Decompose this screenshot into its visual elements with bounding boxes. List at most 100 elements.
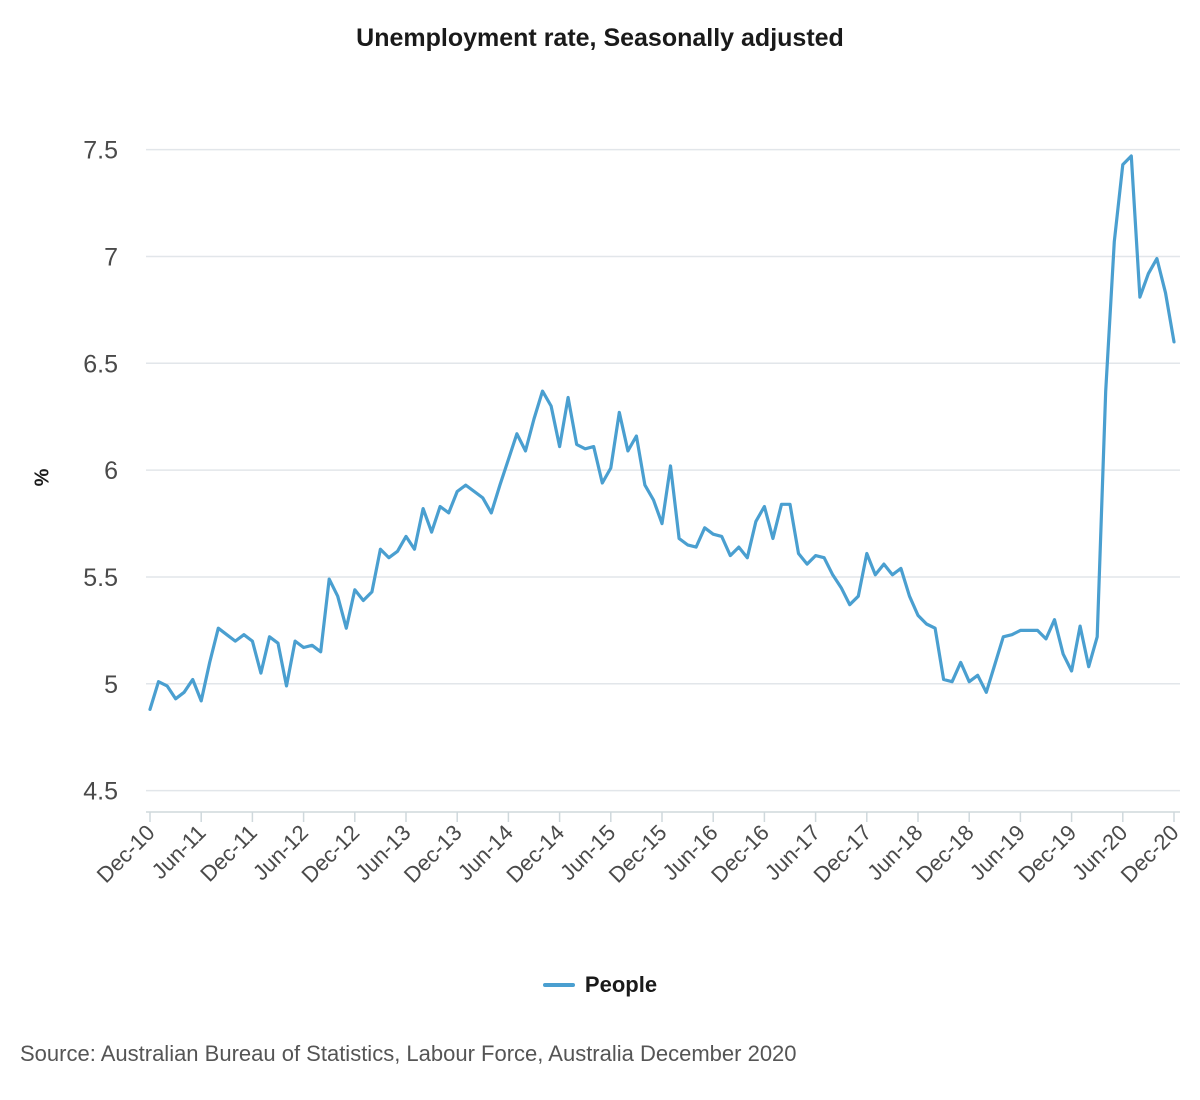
data-point[interactable] (367, 587, 377, 597)
data-point[interactable] (538, 386, 548, 396)
data-point[interactable] (469, 487, 479, 497)
data-point[interactable] (964, 677, 974, 687)
data-point[interactable] (1050, 615, 1060, 625)
data-point[interactable] (802, 559, 812, 569)
data-point[interactable] (282, 681, 292, 691)
data-point[interactable] (614, 407, 624, 417)
data-point[interactable] (597, 478, 607, 488)
data-point[interactable] (145, 704, 155, 714)
data-point[interactable] (375, 544, 385, 554)
data-point[interactable] (776, 499, 786, 509)
data-point[interactable] (256, 668, 266, 678)
data-point[interactable] (674, 534, 684, 544)
data-point[interactable] (606, 463, 616, 473)
data-point[interactable] (213, 623, 223, 633)
data-point[interactable] (734, 542, 744, 552)
data-point[interactable] (333, 591, 343, 601)
data-point[interactable] (1109, 237, 1119, 247)
data-point[interactable] (1152, 254, 1162, 264)
data-point[interactable] (273, 638, 283, 648)
data-point[interactable] (896, 563, 906, 573)
data-point[interactable] (794, 548, 804, 558)
data-point[interactable] (990, 660, 1000, 670)
data-point[interactable] (828, 570, 838, 580)
data-point[interactable] (486, 508, 496, 518)
data-point[interactable] (452, 487, 462, 497)
data-point[interactable] (461, 480, 471, 490)
data-point[interactable] (836, 583, 846, 593)
data-point[interactable] (589, 442, 599, 452)
data-point[interactable] (222, 630, 232, 640)
data-point[interactable] (631, 431, 641, 441)
data-point[interactable] (188, 675, 198, 685)
data-point[interactable] (239, 630, 249, 640)
data-point[interactable] (1126, 151, 1136, 161)
data-point[interactable] (768, 534, 778, 544)
data-point[interactable] (435, 501, 445, 511)
data-point[interactable] (759, 501, 769, 511)
data-point[interactable] (247, 636, 257, 646)
data-point[interactable] (171, 694, 181, 704)
data-point[interactable] (879, 559, 889, 569)
data-point[interactable] (316, 647, 326, 657)
data-point[interactable] (401, 531, 411, 541)
data-point[interactable] (520, 446, 530, 456)
data-point[interactable] (845, 600, 855, 610)
data-point[interactable] (1007, 630, 1017, 640)
data-point[interactable] (708, 529, 718, 539)
data-point[interactable] (1092, 632, 1102, 642)
data-point[interactable] (580, 444, 590, 454)
data-point[interactable] (1075, 621, 1085, 631)
data-point[interactable] (640, 480, 650, 490)
data-point[interactable] (751, 516, 761, 526)
data-point[interactable] (648, 495, 658, 505)
data-point[interactable] (1118, 160, 1128, 170)
data-point[interactable] (205, 657, 215, 667)
data-point[interactable] (913, 610, 923, 620)
data-point[interactable] (981, 687, 991, 697)
data-point[interactable] (512, 429, 522, 439)
data-point[interactable] (870, 570, 880, 580)
data-point[interactable] (555, 442, 565, 452)
data-point[interactable] (1032, 625, 1042, 635)
data-point[interactable] (179, 687, 189, 697)
data-point[interactable] (392, 546, 402, 556)
data-point[interactable] (503, 454, 513, 464)
data-point[interactable] (1135, 292, 1145, 302)
data-point[interactable] (410, 544, 420, 554)
data-point[interactable] (819, 553, 829, 563)
data-point[interactable] (657, 519, 667, 529)
data-point[interactable] (358, 595, 368, 605)
data-point[interactable] (478, 493, 488, 503)
data-point[interactable] (546, 401, 556, 411)
data-point[interactable] (947, 677, 957, 687)
data-point[interactable] (998, 632, 1008, 642)
data-point[interactable] (154, 677, 164, 687)
data-point[interactable] (922, 619, 932, 629)
data-point[interactable] (973, 670, 983, 680)
data-point[interactable] (623, 446, 633, 456)
data-point[interactable] (427, 527, 437, 537)
data-point[interactable] (418, 504, 428, 514)
data-point[interactable] (384, 553, 394, 563)
series-line-people[interactable] (148, 154, 1176, 712)
data-point[interactable] (196, 696, 206, 706)
data-point[interactable] (341, 623, 351, 633)
data-point[interactable] (887, 570, 897, 580)
data-point[interactable] (811, 551, 821, 561)
data-point[interactable] (162, 681, 172, 691)
data-point[interactable] (904, 591, 914, 601)
data-point[interactable] (444, 508, 454, 518)
data-point[interactable] (324, 574, 334, 584)
data-point[interactable] (1058, 649, 1068, 659)
data-point[interactable] (683, 540, 693, 550)
data-point[interactable] (1160, 288, 1170, 298)
data-point[interactable] (742, 553, 752, 563)
data-point[interactable] (853, 591, 863, 601)
data-point[interactable] (290, 636, 300, 646)
data-point[interactable] (785, 499, 795, 509)
data-point[interactable] (529, 414, 539, 424)
data-point[interactable] (350, 585, 360, 595)
data-point[interactable] (495, 480, 505, 490)
data-point[interactable] (1101, 386, 1111, 396)
